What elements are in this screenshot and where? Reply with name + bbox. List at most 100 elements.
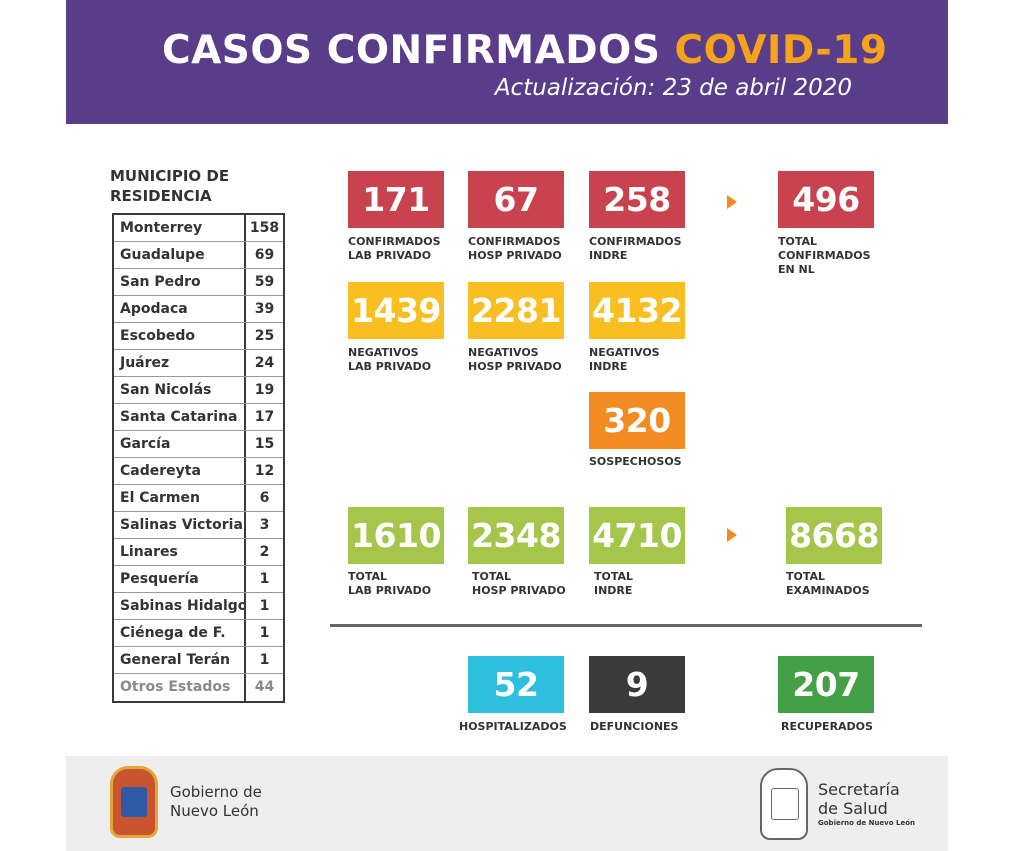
municipio-name: Salinas Victoria	[114, 512, 246, 538]
municipio-count: 1	[259, 571, 270, 587]
municipio-count: 1	[259, 598, 270, 614]
header-banner: CASOS CONFIRMADOS COVID-19 Actualización…	[66, 0, 948, 124]
total-confirmados-tile: 496	[778, 171, 874, 228]
caption-line: TOTAL	[594, 570, 634, 583]
municipio-count: 3	[259, 517, 270, 533]
caption-line: LAB PRIVADO	[348, 360, 432, 373]
municipio-name: Guadalupe	[114, 242, 246, 268]
arrow-right-icon	[727, 528, 737, 542]
negativos-lab-privado-tile: 1439	[348, 282, 444, 339]
total-confirmados-caption: TOTAL CONFIRMADOS EN NL	[778, 235, 908, 277]
arrow-right-icon	[727, 195, 737, 209]
confirmados-indre-caption: CONFIRMADOS INDRE	[589, 235, 719, 263]
total-lab-privado-tile: 1610	[348, 507, 444, 564]
municipio-name: Monterrey	[114, 215, 246, 241]
infographic: CASOS CONFIRMADOS COVID-19 Actualización…	[66, 0, 948, 851]
table-row: Santa Catarina 17	[114, 404, 283, 431]
table-row: General Terán 1	[114, 647, 283, 674]
municipio-name: Escobedo	[114, 323, 246, 349]
negativos-lab-privado-caption: NEGATIVOS LAB PRIVADO	[348, 346, 478, 374]
negativos-indre-tile: 4132	[589, 282, 685, 339]
confirmados-lab-privado-tile: 171	[348, 171, 444, 228]
sospechosos-tile: 320	[589, 392, 685, 449]
recuperados-caption: RECUPERADOS	[781, 720, 873, 733]
confirmados-indre-tile: 258	[589, 171, 685, 228]
caption-line: CONFIRMADOS	[589, 235, 682, 248]
municipio-name: García	[114, 431, 246, 457]
municipio-count: 24	[254, 355, 275, 371]
sospechosos-caption: SOSPECHOSOS	[589, 455, 682, 468]
table-row: San Pedro 59	[114, 269, 283, 296]
municipio-name: San Nicolás	[114, 377, 246, 403]
caption-line: TOTAL	[786, 570, 826, 583]
defunciones-caption: DEFUNCIONES	[590, 720, 679, 733]
table-row: García 15	[114, 431, 283, 458]
caption-line: EXAMINADOS	[786, 584, 870, 597]
caption-line: LAB PRIVADO	[348, 249, 432, 262]
caption-line: LAB PRIVADO	[348, 584, 432, 597]
caption-line: CONFIRMADOS	[468, 235, 561, 248]
section-divider	[330, 624, 922, 627]
municipio-table: Monterrey 158 Guadalupe 69 San Pedro 59 Apodac…	[112, 213, 285, 703]
title-main: CASOS CONFIRMADOS	[162, 28, 661, 73]
total-hosp-privado-caption: TOTAL HOSP PRIVADO	[472, 570, 602, 598]
update-date: Actualización: 23 de abril 2020	[494, 75, 852, 101]
coat-of-arms-nuevo-leon-icon	[110, 766, 158, 838]
defunciones-tile: 9	[589, 656, 685, 713]
recuperados-tile: 207	[778, 656, 874, 713]
table-row: Linares 2	[114, 539, 283, 566]
caption-line: CONFIRMADOS	[778, 249, 871, 262]
total-lab-privado-caption: TOTAL LAB PRIVADO	[348, 570, 478, 598]
municipio-count: 6	[259, 490, 270, 506]
negativos-hosp-privado-caption: NEGATIVOS HOSP PRIVADO	[468, 346, 598, 374]
municipio-name: Sabinas Hidalgo	[114, 593, 246, 619]
municipio-count: 1	[259, 652, 270, 668]
municipio-count: 69	[254, 247, 275, 263]
municipio-count: 39	[254, 301, 275, 317]
municipio-name: Pesquería	[114, 566, 246, 592]
municipio-count: 158	[249, 220, 280, 236]
gobierno-logo-text: Gobierno de Nuevo León	[170, 783, 262, 821]
table-row: Escobedo 25	[114, 323, 283, 350]
municipio-count: 1	[259, 625, 270, 641]
municipio-name: El Carmen	[114, 485, 246, 511]
municipio-name: Linares	[114, 539, 246, 565]
right-margin	[948, 0, 1024, 851]
page-title: CASOS CONFIRMADOS COVID-19	[162, 28, 887, 73]
heading-line-2: RESIDENCIA	[110, 187, 212, 205]
table-row: Juárez 24	[114, 350, 283, 377]
municipio-count: 44	[254, 679, 275, 695]
caption-line: INDRE	[589, 249, 628, 262]
municipio-name: Santa Catarina	[114, 404, 246, 430]
municipio-count: 12	[254, 463, 275, 479]
caption-line: NEGATIVOS	[468, 346, 539, 359]
municipio-name: Otros Estados	[114, 674, 246, 701]
municipio-count: 59	[254, 274, 275, 290]
caption-line: HOSP PRIVADO	[468, 360, 562, 373]
caption-line: HOSP PRIVADO	[472, 584, 566, 597]
caption-line: NEGATIVOS	[348, 346, 419, 359]
logo-line: Gobierno de	[170, 783, 262, 801]
hospitalizados-tile: 52	[468, 656, 564, 713]
heading-line-1: MUNICIPIO DE	[110, 167, 230, 185]
table-row: Otros Estados 44	[114, 674, 283, 701]
total-indre-tile: 4710	[589, 507, 685, 564]
caption-line: NEGATIVOS	[589, 346, 660, 359]
confirmados-hosp-privado-tile: 67	[468, 171, 564, 228]
municipio-name: Juárez	[114, 350, 246, 376]
secretaria-salud-seal-icon	[760, 768, 808, 840]
total-examinados-caption: TOTAL EXAMINADOS	[786, 570, 916, 598]
logo-line: de Salud	[818, 799, 888, 818]
table-row: Monterrey 158	[114, 215, 283, 242]
logo-small-line: Gobierno de Nuevo León	[818, 819, 915, 827]
municipio-count: 19	[254, 382, 275, 398]
caption-line: TOTAL	[348, 570, 388, 583]
municipio-name: Apodaca	[114, 296, 246, 322]
municipio-heading: MUNICIPIO DE RESIDENCIA	[110, 166, 310, 206]
table-row: San Nicolás 19	[114, 377, 283, 404]
caption-line: HOSP PRIVADO	[468, 249, 562, 262]
municipio-count: 17	[254, 409, 275, 425]
negativos-indre-caption: NEGATIVOS INDRE	[589, 346, 719, 374]
caption-line: TOTAL	[472, 570, 512, 583]
municipio-count: 15	[254, 436, 275, 452]
